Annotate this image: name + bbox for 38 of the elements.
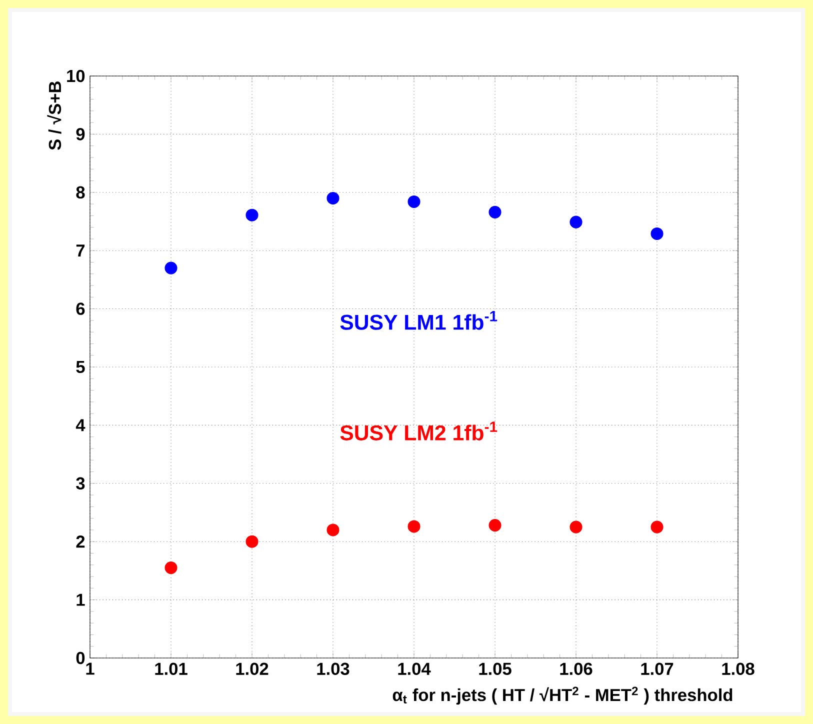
point	[488, 519, 502, 532]
x-tick-label: 1.01	[155, 662, 188, 675]
x-tick-label: 1.05	[479, 662, 512, 675]
x-tick-label: 1.04	[398, 662, 431, 675]
point	[164, 562, 178, 574]
y-tick-label: 1	[76, 594, 85, 606]
text: SUSY LM1 1fb$^{-1}$	[340, 311, 498, 330]
y-tick-label: 3	[76, 477, 85, 490]
x-tick-label: 1.06	[560, 662, 592, 675]
y-tick-label: 6	[76, 302, 85, 315]
point	[246, 535, 258, 548]
x-tick-label: 1.02	[236, 662, 268, 675]
point	[650, 227, 664, 240]
point	[408, 520, 420, 533]
text: SUSY LM2 1fb$^{-1}$	[340, 422, 498, 440]
y-tick-label: 9	[76, 128, 85, 140]
point	[570, 520, 582, 534]
x-tick-label: 1.07	[641, 662, 674, 675]
y-tick-label: 10	[67, 70, 85, 82]
point	[408, 195, 420, 208]
point	[326, 524, 340, 536]
y-tick-label: 0	[76, 652, 85, 664]
y-tick-label: 7	[76, 244, 85, 257]
x-tick-label: 1.03	[317, 662, 350, 675]
point	[488, 206, 502, 218]
y-tick-label: 5	[76, 360, 85, 374]
x-tick-label: 1	[86, 662, 94, 675]
point	[326, 192, 340, 204]
y-tick-label: 2	[76, 536, 85, 548]
x-tick-label: 1.08	[722, 662, 754, 675]
y-tick-label: 4	[76, 419, 86, 432]
y-axis-title: S / √S+B	[47, 81, 62, 150]
point	[164, 262, 178, 274]
point	[650, 520, 664, 534]
point	[570, 216, 582, 228]
y-tick-label: 8	[76, 186, 85, 199]
x-axis-title: α$_{t}$ for n-jets ( HT / √HT$^{2}$ - MET$^{2}$ ) threshold	[392, 686, 732, 705]
point	[246, 208, 258, 222]
